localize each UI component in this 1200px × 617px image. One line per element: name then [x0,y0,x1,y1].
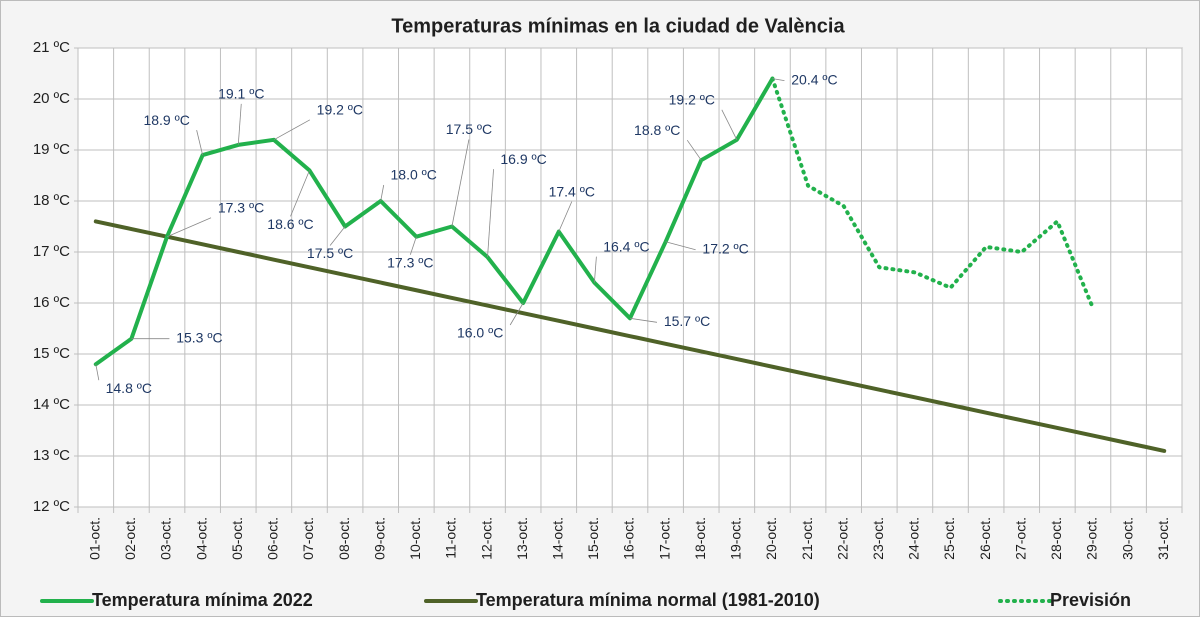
data-label: 17.4 ºC [549,183,595,199]
series-line [93,219,1167,453]
y-tick-label: 14 ºC [33,396,70,413]
leader-line [629,317,658,323]
x-tick-label: 17-oct. [656,517,672,560]
x-tick-label: 12-oct. [478,517,494,560]
data-label: 17.2 ºC [702,241,748,257]
y-tick-label: 20 ºC [33,90,70,107]
x-tick-label: 26-oct. [977,517,993,560]
x-tick-label: 09-oct. [371,517,387,560]
x-tick-label: 21-oct. [799,517,815,560]
leader-line [290,170,310,217]
x-tick-label: 25-oct. [941,517,957,560]
leader-line [721,109,738,140]
y-tick-label: 21 ºC [33,39,70,56]
legend-label: Temperatura mínima normal (1981-2010) [476,590,820,610]
data-label: 14.8 ºC [106,380,152,396]
leader-line [380,184,385,202]
x-tick-label: 11-oct. [443,517,459,559]
leader-line [772,78,785,81]
x-tick-label: 13-oct. [514,517,530,560]
leader-line [509,302,524,326]
leader-line [558,201,573,232]
x-tick-label: 16-oct. [621,517,637,560]
x-tick-label: 06-oct. [265,517,281,560]
leader-line [237,103,242,145]
series-line [770,76,1095,311]
leader-line [95,364,100,381]
data-label: 17.5 ºC [446,121,492,137]
x-tick-label: 03-oct. [158,517,174,560]
leader-line [329,226,346,246]
data-label: 18.0 ºC [391,167,437,183]
leader-line [166,217,212,238]
x-tick-label: 29-oct. [1084,517,1100,560]
x-tick-label: 01-oct. [87,517,103,560]
y-tick-label: 15 ºC [33,345,70,362]
leader-line [196,130,204,156]
x-tick-label: 10-oct. [407,517,423,560]
x-tick-label: 19-oct. [728,517,744,560]
y-tick-label: 16 ºC [33,294,70,311]
x-tick-label: 22-oct. [834,517,850,560]
x-tick-label: 27-oct. [1012,517,1028,560]
leader-line [409,236,417,255]
x-tick-label: 18-oct. [692,517,708,560]
y-tick-label: 18 ºC [33,192,70,209]
data-label: 19.2 ºC [669,92,715,108]
data-label: 17.3 ºC [218,199,264,215]
data-label: 18.9 ºC [143,112,189,128]
data-label: 19.1 ºC [218,86,264,102]
leader-line [665,241,696,251]
legend-label: Previsión [1050,590,1131,610]
y-tick-label: 19 ºC [33,141,70,158]
chart-title: Temperaturas mínimas en la ciudad de Val… [391,15,845,37]
data-label: 16.4 ºC [603,238,649,254]
leader-line [686,139,702,161]
y-tick-label: 12 ºC [33,498,70,515]
data-label: 18.8 ºC [634,122,680,138]
leader-line [487,169,494,258]
x-tick-label: 02-oct. [122,517,138,560]
x-tick-label: 14-oct. [549,517,565,560]
data-label: 15.3 ºC [176,329,222,345]
x-tick-label: 28-oct. [1048,517,1064,560]
data-label: 20.4 ºC [791,71,837,87]
data-label: 15.7 ºC [664,313,710,329]
x-tick-label: 20-oct. [763,517,779,560]
x-tick-label: 15-oct. [585,517,601,560]
legend-label: Temperatura mínima 2022 [92,590,313,610]
leader-line [451,139,470,227]
leader-line [273,119,311,141]
leader-line [593,256,597,283]
x-tick-label: 23-oct. [870,517,886,560]
series-line [93,76,775,367]
x-tick-label: 24-oct. [906,517,922,560]
x-tick-label: 05-oct. [229,517,245,560]
x-tick-label: 31-oct. [1155,517,1171,560]
data-label: 18.6 ºC [267,216,313,232]
data-label: 16.0 ºC [457,325,503,341]
y-tick-label: 17 ºC [33,243,70,260]
plot-area [77,47,1183,508]
data-label: 16.9 ºC [500,151,546,167]
x-tick-label: 30-oct. [1119,517,1135,560]
x-tick-label: 04-oct. [193,517,209,560]
data-label: 17.3 ºC [387,254,433,270]
x-tick-label: 07-oct. [300,517,316,560]
x-tick-label: 08-oct. [336,517,352,560]
data-label: 17.5 ºC [307,245,353,261]
y-tick-label: 13 ºC [33,447,70,464]
data-label: 19.2 ºC [317,102,363,118]
